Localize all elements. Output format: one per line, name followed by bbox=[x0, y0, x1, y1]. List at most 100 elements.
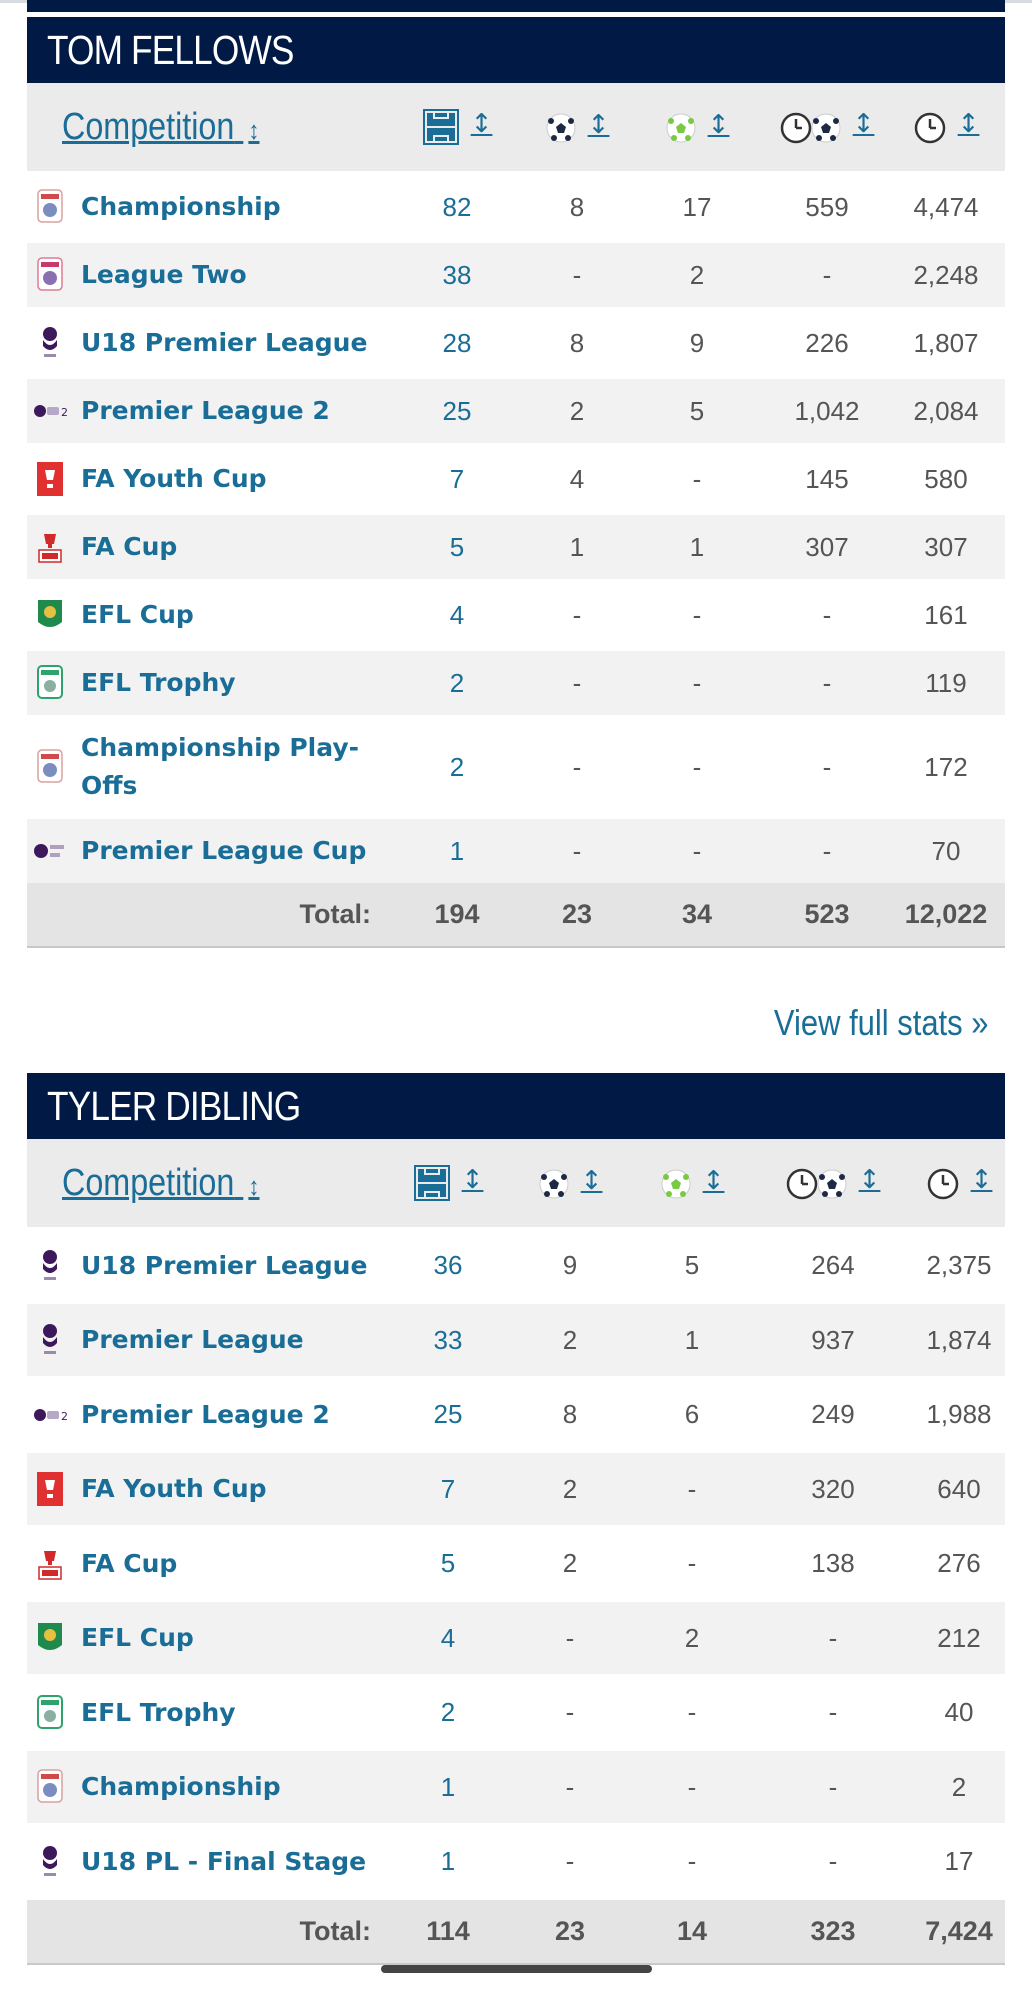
apps-cell[interactable]: 1 bbox=[449, 835, 465, 866]
competition-link[interactable]: EFL Trophy bbox=[81, 668, 236, 697]
goals-header[interactable]: ↕ bbox=[527, 83, 627, 171]
sort-arrow-icon[interactable]: ↕ bbox=[957, 109, 980, 140]
sort-arrow-icon[interactable]: ↕ bbox=[852, 109, 875, 140]
apps-cell[interactable]: 38 bbox=[442, 259, 472, 290]
table-row: EFL Cup 4 - 2 - 212 bbox=[27, 1602, 1005, 1674]
competition-link[interactable]: EFL Trophy bbox=[81, 1697, 236, 1727]
competition-link[interactable]: FA Youth Cup bbox=[81, 1474, 267, 1503]
efl-cup-logo-icon bbox=[33, 1619, 67, 1657]
mins-per-goal-cell: 249 bbox=[811, 1399, 855, 1429]
view-full-stats-link[interactable]: View full stats » bbox=[773, 1002, 988, 1043]
competition-link[interactable]: Championship Play-Offs bbox=[81, 733, 360, 800]
minutes-header[interactable]: ↕ bbox=[887, 83, 1005, 171]
table-row: Premier League Cup 1 - - - 70 bbox=[27, 819, 1005, 883]
apps-cell[interactable]: 82 bbox=[442, 191, 472, 222]
competition-link[interactable]: EFL Cup bbox=[81, 1623, 194, 1652]
fa-cup-logo-icon bbox=[33, 1545, 67, 1583]
appearances-header[interactable]: ↕ bbox=[387, 83, 527, 171]
sort-arrow-icon[interactable]: ↕ bbox=[580, 1165, 603, 1196]
mins-per-goal-cell: - bbox=[822, 751, 832, 782]
assists-header[interactable]: ↕ bbox=[627, 83, 767, 171]
goals-cell: - bbox=[565, 1697, 575, 1727]
competition-link[interactable]: League Two bbox=[81, 260, 247, 289]
assists-header[interactable]: ↕ bbox=[631, 1139, 753, 1227]
championship-logo-icon bbox=[33, 188, 67, 226]
mins-per-goal-cell: 264 bbox=[811, 1250, 855, 1280]
competition-link[interactable]: Premier League bbox=[81, 1325, 304, 1354]
competition-link[interactable]: EFL Cup bbox=[81, 600, 194, 629]
apps-cell[interactable]: 1 bbox=[440, 1846, 456, 1876]
mins-per-goal-cell: - bbox=[828, 1771, 838, 1802]
mins-per-goal-cell: 559 bbox=[805, 191, 849, 222]
apps-cell[interactable]: 7 bbox=[449, 463, 465, 494]
apps-cell[interactable]: 4 bbox=[440, 1622, 456, 1653]
minutes-header[interactable]: ↕ bbox=[913, 1139, 1005, 1227]
table-header-row: Competition ↕ ↕ ↕ ↕ ↕ bbox=[27, 83, 1005, 171]
competition-cell: Championship bbox=[27, 171, 387, 243]
competition-link[interactable]: Championship bbox=[81, 192, 281, 221]
assists-cell: 2 bbox=[689, 259, 705, 290]
apps-cell[interactable]: 2 bbox=[449, 667, 465, 698]
scroll-handle[interactable] bbox=[381, 1965, 652, 1973]
assists-cell: 1 bbox=[689, 531, 705, 562]
competition-link[interactable]: FA Cup bbox=[81, 1548, 178, 1578]
efl-cup-logo-icon bbox=[33, 596, 67, 634]
minutes-cell: 172 bbox=[924, 751, 968, 782]
competition-link[interactable]: Championship bbox=[81, 1772, 281, 1801]
appearances-pitch-icon bbox=[413, 1165, 450, 1201]
goals-ball-icon bbox=[539, 1169, 569, 1199]
appearances-header[interactable]: ↕ bbox=[387, 1139, 509, 1227]
table-header-row: Competition ↕ ↕ ↕ ↕ ↕ bbox=[27, 1139, 1005, 1227]
mins-per-goal-cell: - bbox=[822, 667, 832, 698]
minutes-per-goal-header[interactable]: ↕ bbox=[767, 83, 887, 171]
sort-arrow-icon[interactable]: ↕ bbox=[702, 1165, 725, 1196]
apps-cell[interactable]: 25 bbox=[442, 395, 472, 426]
sort-arrow-icon[interactable]: ↕ bbox=[587, 109, 610, 140]
apps-cell[interactable]: 2 bbox=[449, 751, 465, 782]
apps-cell[interactable]: 36 bbox=[433, 1250, 463, 1280]
apps-cell[interactable]: 7 bbox=[440, 1473, 456, 1504]
table-row: U18 Premier League 28 8 9 226 1,807 bbox=[27, 307, 1005, 379]
apps-cell[interactable]: 33 bbox=[433, 1324, 463, 1355]
competition-sort-link[interactable]: Competition ↕ bbox=[62, 105, 260, 148]
competition-sort-link[interactable]: Competition ↕ bbox=[62, 1161, 260, 1204]
sort-arrow-icon[interactable]: ↕ bbox=[461, 1164, 484, 1195]
competition-link[interactable]: FA Youth Cup bbox=[81, 464, 267, 493]
competition-link[interactable]: Premier League 2 bbox=[81, 1399, 330, 1429]
assists-cell: 17 bbox=[682, 191, 712, 222]
table-row: 2 Premier League 2 25 8 6 249 1,988 bbox=[27, 1376, 1005, 1453]
competition-header[interactable]: Competition ↕ bbox=[27, 83, 387, 171]
total-mins-per-goal: 323 bbox=[810, 1916, 856, 1946]
competition-link[interactable]: FA Cup bbox=[81, 532, 178, 561]
sort-arrow-icon[interactable]: ↕ bbox=[707, 109, 730, 140]
competition-link[interactable]: Premier League 2 bbox=[81, 396, 330, 425]
goals-cell: 2 bbox=[569, 395, 585, 426]
mins-per-goal-cell: - bbox=[828, 1622, 838, 1653]
apps-cell[interactable]: 1 bbox=[440, 1771, 456, 1802]
apps-cell[interactable]: 5 bbox=[449, 531, 465, 562]
goals-cell: - bbox=[565, 1846, 575, 1876]
table-row: EFL Cup 4 - - - 161 bbox=[27, 579, 1005, 651]
competition-link[interactable]: U18 PL - Final Stage bbox=[81, 1846, 367, 1876]
competition-link[interactable]: U18 Premier League bbox=[81, 328, 368, 357]
apps-cell[interactable]: 4 bbox=[449, 599, 465, 630]
assists-cell: - bbox=[687, 1846, 697, 1876]
assists-cell: - bbox=[687, 1697, 697, 1727]
competition-link[interactable]: U18 Premier League bbox=[81, 1250, 368, 1280]
svg-text:2: 2 bbox=[61, 1410, 67, 1423]
sort-arrow-icon[interactable]: ↕ bbox=[858, 1165, 881, 1196]
competition-header[interactable]: Competition ↕ bbox=[27, 1139, 387, 1227]
minutes-per-goal-header[interactable]: ↕ bbox=[753, 1139, 913, 1227]
assists-cell: 5 bbox=[689, 395, 705, 426]
goals-header[interactable]: ↕ bbox=[509, 1139, 631, 1227]
apps-cell[interactable]: 5 bbox=[440, 1548, 456, 1578]
sort-arrow-icon[interactable]: ↕ bbox=[970, 1165, 993, 1196]
mins-per-goal-cell: - bbox=[822, 835, 832, 866]
competition-link[interactable]: Premier League Cup bbox=[81, 836, 367, 865]
apps-cell[interactable]: 25 bbox=[433, 1399, 463, 1429]
mins-per-goal-cell: 937 bbox=[811, 1324, 855, 1355]
apps-cell[interactable]: 28 bbox=[442, 327, 472, 358]
competition-cell: 2 Premier League 2 bbox=[27, 1376, 387, 1453]
apps-cell[interactable]: 2 bbox=[440, 1697, 456, 1727]
sort-arrow-icon[interactable]: ↕ bbox=[470, 108, 493, 139]
